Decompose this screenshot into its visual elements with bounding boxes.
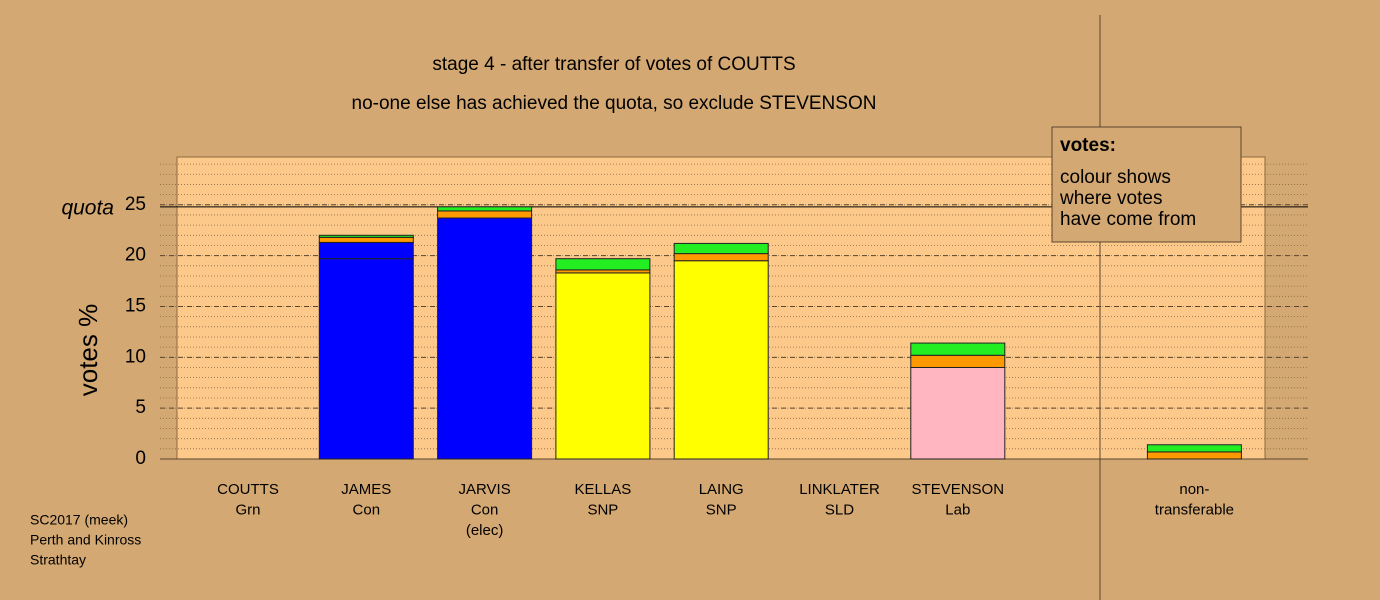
bar-segment <box>910 342 1006 356</box>
chart-title: stage 4 - after transfer of votes of COU… <box>432 54 795 75</box>
bar-segment <box>1146 451 1242 460</box>
x-tick-label: KELLAS <box>575 481 632 498</box>
x-tick-label: SLD <box>825 501 854 518</box>
chart-subtitle: no-one else has achieved the quota, so e… <box>352 93 877 114</box>
y-tick-label: 10 <box>125 346 146 367</box>
bar-segment <box>910 366 1006 460</box>
bar-segment <box>673 260 769 460</box>
x-tick-label: LAING <box>699 481 744 498</box>
bar-segment <box>673 253 769 262</box>
x-tick-label: Lab <box>945 501 970 518</box>
x-tick-label: Con <box>353 501 381 518</box>
x-tick-label: STEVENSON <box>912 481 1005 498</box>
y-tick-label: 15 <box>125 295 146 316</box>
quota-label: quota <box>61 196 114 219</box>
y-tick-label: 0 <box>135 448 146 469</box>
x-tick-label: SNP <box>706 501 737 518</box>
plot: 0 5 10 15 20 25 quota COUTTS Grn JAMES Con JARVIS Co… <box>61 163 1308 539</box>
bar-segment <box>910 354 1006 368</box>
bar-segment <box>437 206 533 212</box>
y-tick-label: 5 <box>135 397 146 418</box>
bar-segment <box>318 241 414 260</box>
bar-segment <box>318 236 414 243</box>
bar-segment <box>437 210 533 219</box>
y-tick-label: 25 <box>125 194 146 215</box>
legend-text: have come from <box>1060 209 1196 230</box>
x-tick-label: COUTTS <box>217 481 279 498</box>
x-tick-label: transferable <box>1155 501 1234 518</box>
x-tick-label: Grn <box>235 501 260 518</box>
x-tick-label: (elec) <box>466 522 504 539</box>
x-tick-label: Con <box>471 501 499 518</box>
y-axis-label: votes % <box>73 304 103 397</box>
bar-segment <box>1146 444 1242 453</box>
bar-segment <box>555 272 651 460</box>
bar-segment <box>673 242 769 255</box>
bar-segment <box>555 258 651 271</box>
x-tick-label: JARVIS <box>458 481 510 498</box>
footer: Strathtay <box>30 552 86 568</box>
bar-segment <box>437 217 533 460</box>
legend-heading: votes: <box>1060 135 1116 156</box>
legend-box <box>1051 126 1242 243</box>
footer: Perth and Kinross <box>30 532 141 548</box>
legend-text: where votes <box>1059 188 1162 209</box>
x-tick-label: SNP <box>587 501 618 518</box>
bar-segment <box>318 234 414 238</box>
y-tick-label: 20 <box>125 245 146 266</box>
x-tick-label: JAMES <box>341 481 391 498</box>
legend-text: colour shows <box>1060 167 1171 188</box>
x-tick-label: non- <box>1179 481 1209 498</box>
x-tick-label: LINKLATER <box>799 481 880 498</box>
bar-segment <box>318 258 414 460</box>
footer: SC2017 (meek) <box>30 512 128 528</box>
